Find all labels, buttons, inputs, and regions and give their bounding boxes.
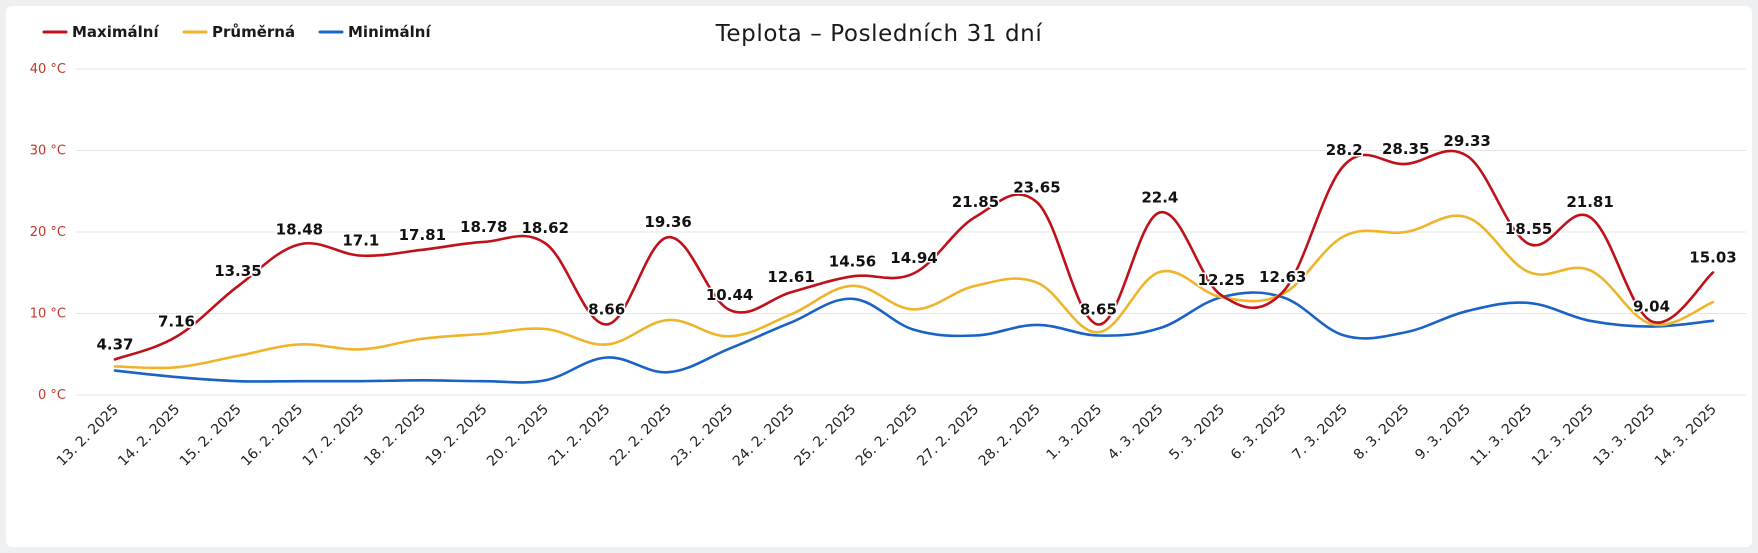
x-tick-label: 15. 2. 2025 [177, 402, 245, 470]
x-tick-label: 18. 2. 2025 [361, 402, 429, 470]
data-label: 8.66 [588, 300, 625, 318]
legend-item-avg[interactable]: Průměrná [182, 23, 295, 41]
series-line-min[interactable] [113, 291, 1715, 384]
x-tick-label: 14. 2. 2025 [115, 402, 183, 470]
x-tick-label: 11. 3. 2025 [1467, 402, 1535, 470]
x-tick-label: 28. 2. 2025 [976, 402, 1044, 470]
data-label: 21.81 [1566, 193, 1613, 211]
data-label: 15.03 [1689, 249, 1736, 267]
x-tick-label: 23. 2. 2025 [668, 402, 736, 470]
x-tick-label: 1. 3. 2025 [1044, 402, 1106, 464]
series-line-max[interactable] [113, 149, 1715, 361]
legend-label: Maximální [72, 23, 159, 41]
data-label: 17.1 [342, 232, 379, 250]
data-label: 13.35 [214, 262, 261, 280]
data-label: 10.44 [706, 286, 753, 304]
x-tick-label: 20. 2. 2025 [484, 402, 552, 470]
legend-label: Minimální [348, 23, 431, 41]
data-label: 29.33 [1443, 132, 1490, 150]
data-label: 28.2 [1326, 141, 1363, 159]
data-label: 7.16 [158, 313, 195, 331]
y-tick-label: 30 °C [30, 144, 66, 159]
grid-lines [76, 68, 1746, 396]
temperature-line-chart: 0 °C10 °C20 °C30 °C40 °C 13. 2. 202514. … [30, 21, 1746, 470]
x-tick-label: 4. 3. 2025 [1105, 402, 1167, 464]
data-label: 17.81 [399, 226, 446, 244]
y-tick-label: 20 °C [30, 225, 66, 240]
data-label: 12.25 [1198, 271, 1245, 289]
x-tick-label: 14. 3. 2025 [1652, 402, 1720, 470]
x-tick-label: 5. 3. 2025 [1166, 402, 1228, 464]
series-lines [113, 149, 1715, 384]
x-tick-label: 8. 3. 2025 [1351, 402, 1413, 464]
x-tick-label: 6. 3. 2025 [1228, 402, 1290, 464]
x-tick-label: 16. 2. 2025 [238, 402, 306, 470]
data-label: 18.78 [460, 218, 507, 236]
data-label: 22.4 [1141, 188, 1178, 206]
data-label: 14.94 [890, 249, 937, 267]
data-label: 4.37 [96, 335, 133, 353]
y-axis: 0 °C 10 °C 20 °C 30 °C 40 °C [30, 62, 66, 403]
series-line-avg[interactable] [113, 214, 1715, 370]
data-label: 28.35 [1382, 140, 1429, 158]
x-tick-label: 26. 2. 2025 [853, 402, 921, 470]
data-label: 14.56 [829, 252, 876, 270]
legend[interactable]: Maximální Průměrná Minimální [42, 23, 431, 41]
x-tick-label: 17. 2. 2025 [300, 402, 368, 470]
x-tick-label: 7. 3. 2025 [1289, 402, 1351, 464]
legend-item-min[interactable]: Minimální [318, 23, 431, 41]
legend-item-max[interactable]: Maximální [42, 23, 159, 41]
legend-label: Průměrná [212, 23, 295, 41]
data-label: 18.62 [522, 219, 569, 237]
data-label: 18.55 [1505, 220, 1552, 238]
y-tick-label: 10 °C [30, 307, 66, 322]
x-tick-label: 9. 3. 2025 [1412, 402, 1474, 464]
y-tick-label: 40 °C [30, 62, 66, 77]
chart-title: Teplota – Posledních 31 dní [715, 21, 1043, 47]
x-tick-label: 13. 2. 2025 [54, 402, 122, 470]
x-tick-label: 25. 2. 2025 [791, 402, 859, 470]
x-tick-label: 24. 2. 2025 [730, 402, 798, 470]
data-label: 18.48 [276, 220, 323, 238]
x-tick-label: 27. 2. 2025 [914, 402, 982, 470]
data-label: 12.61 [767, 268, 814, 286]
y-tick-label: 0 °C [38, 388, 66, 403]
data-label: 19.36 [644, 213, 691, 231]
data-label: 9.04 [1633, 297, 1670, 315]
data-label: 23.65 [1013, 178, 1060, 196]
data-label: 21.85 [952, 193, 999, 211]
x-tick-label: 12. 3. 2025 [1529, 402, 1597, 470]
x-tick-label: 21. 2. 2025 [546, 402, 614, 470]
x-tick-label: 13. 3. 2025 [1590, 402, 1658, 470]
x-tick-label: 19. 2. 2025 [423, 402, 491, 470]
chart-card: 0 °C 10 °C 20 °C 30 °C 40 °C 13. 2. 2025 14. … [6, 6, 1752, 547]
data-label: 12.63 [1259, 268, 1306, 286]
data-label: 8.65 [1080, 301, 1117, 319]
data-labels: 4.37 7.16 13.35 18.48 17.1 17.81 18.78 18.62 8.6… [95, 130, 1738, 354]
x-tick-label: 22. 2. 2025 [607, 402, 675, 470]
